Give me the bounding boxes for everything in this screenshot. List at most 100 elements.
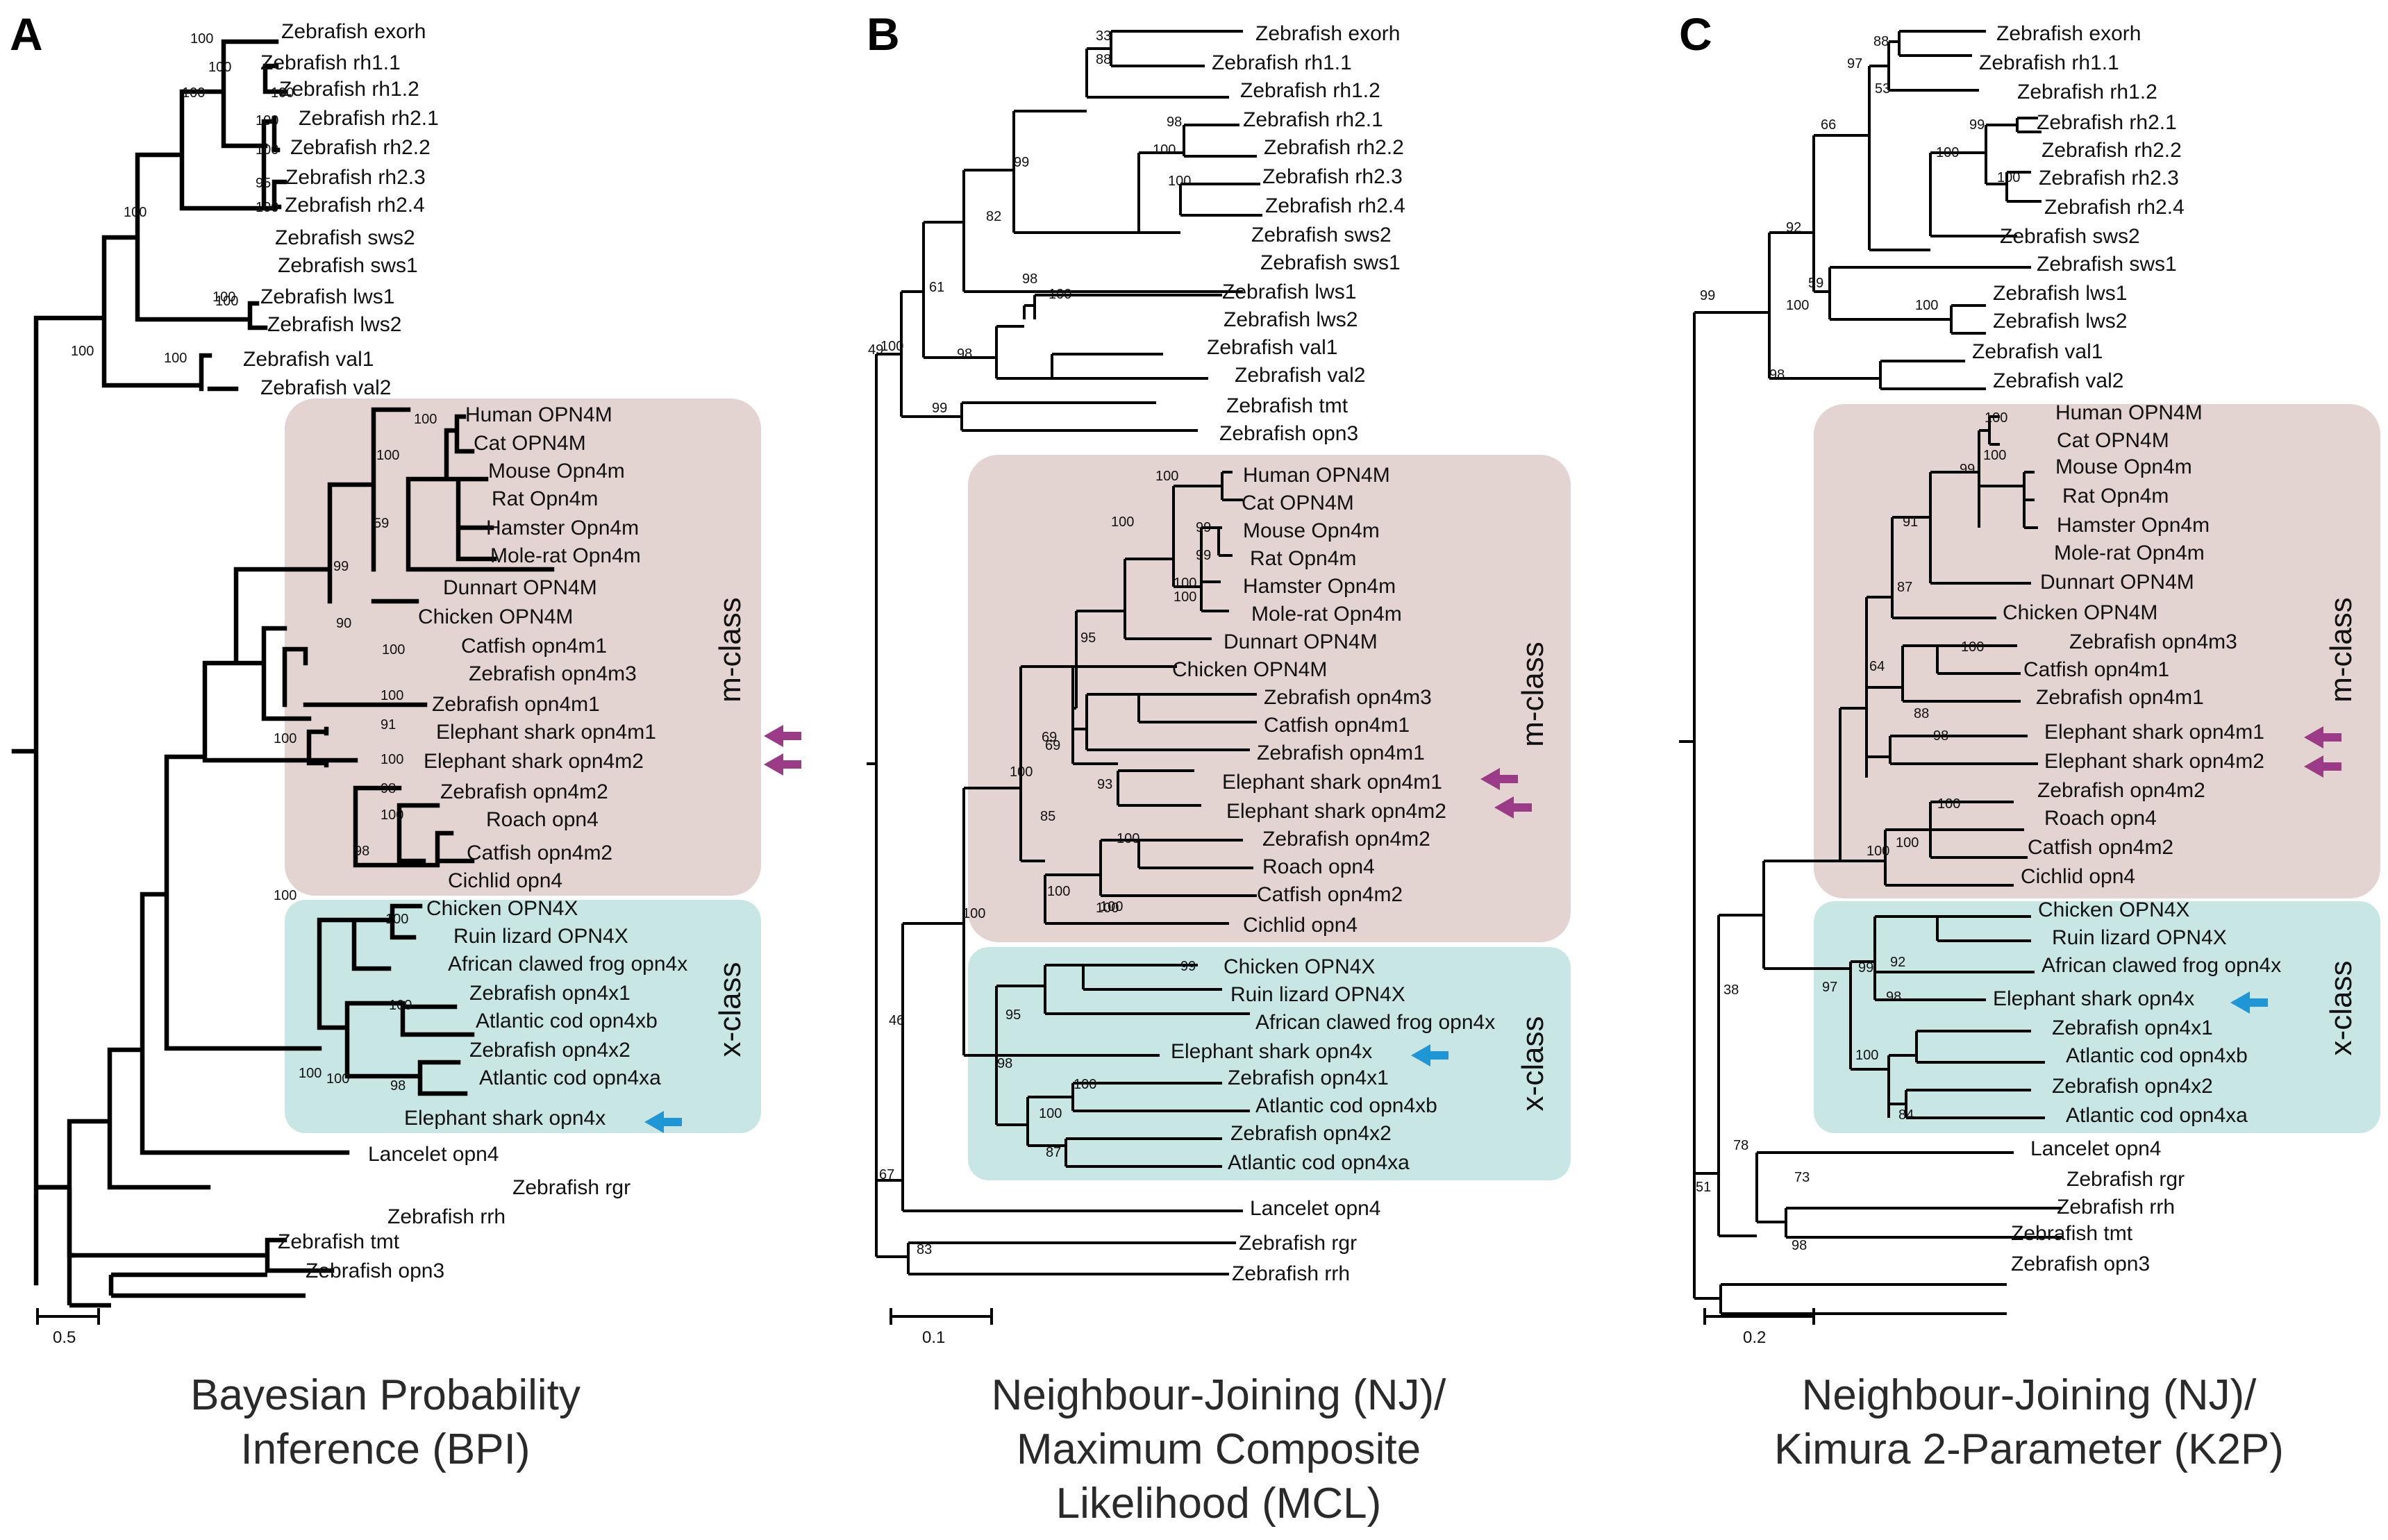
bootstrap-value: 91	[1903, 514, 1918, 530]
leaf-label: Zebrafish opn3	[1219, 422, 1358, 445]
bootstrap-value: 100	[1047, 884, 1070, 899]
leaf-label: Zebrafish opn4x2	[1230, 1122, 1392, 1145]
bootstrap-value: 100	[1786, 298, 1809, 313]
leaf-label: Zebrafish rh2.2	[1264, 136, 1404, 159]
bootstrap-value: 100	[1100, 899, 1123, 914]
leaf-label: Zebrafish rh2.4	[1265, 194, 1405, 217]
leaf-label: Zebrafish val1	[1207, 336, 1337, 359]
bootstrap-value: 100	[1936, 145, 1959, 160]
leaf-label: Ruin lizard OPN4X	[453, 925, 628, 948]
leaf-label: Catfish opn4m2	[2028, 836, 2173, 859]
leaf-label: Chicken OPN4X	[426, 897, 578, 920]
leaf-label: Chicken OPN4X	[2038, 898, 2189, 921]
panel-b-shark-m2-arrow-icon	[1494, 796, 1532, 819]
bootstrap-value: 100	[190, 31, 213, 47]
bootstrap-value: 100	[208, 60, 231, 75]
leaf-label: Zebrafish opn4m3	[2069, 630, 2237, 653]
leaf-label: Mole-rat Opn4m	[1251, 603, 1402, 626]
panel-c-mclass-box	[1814, 404, 2380, 898]
bootstrap-value: 100	[1867, 844, 1889, 859]
leaf-label: Zebrafish rh1.1	[260, 51, 401, 74]
panel-a-caption-line1: Bayesian Probability	[190, 1371, 581, 1419]
panel-b: B m-class x-class Zebrafish exorhZebrafi…	[867, 8, 1571, 1528]
panel-b-shark-x-arrow-icon	[1411, 1044, 1448, 1066]
bootstrap-value: 100	[1997, 170, 2020, 185]
bootstrap-value: 100	[1174, 576, 1196, 591]
leaf-label: Chicken OPN4M	[2003, 601, 2157, 624]
bootstrap-value: 100	[1096, 901, 1119, 916]
bootstrap-value: 98	[1933, 728, 1948, 744]
bootstrap-value: 99	[1180, 959, 1196, 974]
leaf-label: Zebrafish rh2.4	[2044, 196, 2185, 219]
leaf-label: Hamster Opn4m	[2057, 514, 2210, 537]
leaf-label: Rat Opn4m	[2062, 485, 2169, 508]
leaf-label: Rat Opn4m	[492, 487, 598, 510]
bootstrap-value: 95	[1080, 630, 1096, 646]
bootstrap-value: 98	[1167, 115, 1182, 130]
leaf-label: Catfish opn4m2	[467, 842, 612, 864]
panel-b-mclass-box	[968, 455, 1571, 942]
panel-a-shark-x-arrow-icon	[644, 1111, 682, 1133]
bootstrap-value: 98	[381, 781, 396, 796]
leaf-label: Zebrafish lws2	[1993, 310, 2127, 333]
bootstrap-value: 100	[382, 642, 405, 658]
bootstrap-value: 100	[381, 807, 403, 823]
bootstrap-value: 69	[1042, 730, 1057, 745]
leaf-label: Zebrafish opn4m3	[1264, 686, 1432, 709]
leaf-label: Zebrafish sws2	[275, 226, 415, 249]
bootstrap-value: 100	[274, 731, 297, 746]
leaf-label: Zebrafish rh1.2	[1240, 79, 1380, 102]
leaf-label: Zebrafish opn4m1	[2036, 686, 2204, 709]
bootstrap-value: 100	[274, 888, 297, 903]
leaf-label: Zebrafish lws1	[260, 285, 394, 308]
leaf-label: Zebrafish tmt	[1226, 394, 1349, 417]
bootstrap-value: 59	[374, 516, 389, 531]
leaf-label: Zebrafish exorh	[1255, 22, 1400, 45]
bootstrap-value: 98	[390, 1078, 406, 1094]
leaf-label: Zebrafish opn4m1	[1257, 742, 1425, 764]
bootstrap-value: 83	[917, 1242, 932, 1257]
bootstrap-value: 90	[336, 616, 351, 631]
leaf-label: Elephant shark opn4m2	[1226, 800, 1446, 823]
bootstrap-value: 100	[1074, 1077, 1096, 1092]
leaf-label: Human OPN4M	[1243, 464, 1390, 487]
panel-a-label: A	[10, 8, 43, 60]
panel-a: A m-class x-class Zebrafish exorhZebrafi…	[10, 8, 801, 1473]
bootstrap-value: 99	[1969, 117, 1985, 133]
leaf-label: Catfish opn4m1	[1264, 714, 1410, 737]
bootstrap-value: 95	[1005, 1007, 1021, 1023]
panel-b-shark-m1-arrow-icon	[1480, 768, 1518, 790]
panel-b-xclass-box	[968, 947, 1571, 1180]
leaf-label: Zebrafish exorh	[281, 20, 426, 43]
leaf-label: Elephant shark opn4m1	[2044, 721, 2264, 744]
bootstrap-value: 78	[1733, 1138, 1748, 1153]
bootstrap-value: 85	[1040, 809, 1055, 824]
bootstrap-value: 100	[1168, 174, 1191, 189]
panel-a-root-lower	[36, 1185, 306, 1308]
leaf-label: Zebrafish lws1	[1993, 282, 2127, 305]
panel-c-xclass-box	[1814, 901, 2380, 1133]
leaf-label: Catfish opn4m2	[1257, 883, 1403, 906]
bootstrap-value: 46	[889, 1013, 904, 1028]
leaf-label: Zebrafish lws2	[1224, 308, 1358, 331]
panel-b-scale-bar	[890, 1308, 993, 1325]
leaf-label: Rat Opn4m	[1250, 547, 1356, 570]
bootstrap-value: 92	[1890, 955, 1905, 970]
bootstrap-value: 100	[389, 998, 412, 1013]
leaf-label: Zebrafish opn4x1	[2052, 1016, 2213, 1039]
bootstrap-value: 82	[986, 209, 1001, 224]
leaf-label: Zebrafish sws2	[2000, 225, 2140, 248]
panel-a-leaves: Zebrafish exorh Zebrafish rh1.1 Zebrafish …	[243, 20, 687, 1282]
leaf-label: Zebrafish rh2.3	[2039, 167, 2179, 190]
bootstrap-value: 66	[1821, 117, 1836, 133]
leaf-label: Zebrafish opn4x2	[469, 1039, 631, 1062]
leaf-label: Zebrafish rh2.4	[285, 194, 425, 217]
leaf-label: Zebrafish rgr	[2066, 1168, 2185, 1191]
leaf-label: Lancelet opn4	[2030, 1137, 2162, 1160]
leaf-label: Zebrafish rgr	[1239, 1232, 1357, 1255]
panel-c-leaves: Zebrafish exorh Zebrafish rh1.1 Zebrafish …	[1972, 22, 2281, 1275]
leaf-label: Roach opn4	[1262, 855, 1375, 878]
bootstrap-value: 38	[1723, 982, 1739, 998]
bootstrap-value: 99	[1196, 520, 1211, 535]
bootstrap-value: 99	[1196, 548, 1211, 563]
